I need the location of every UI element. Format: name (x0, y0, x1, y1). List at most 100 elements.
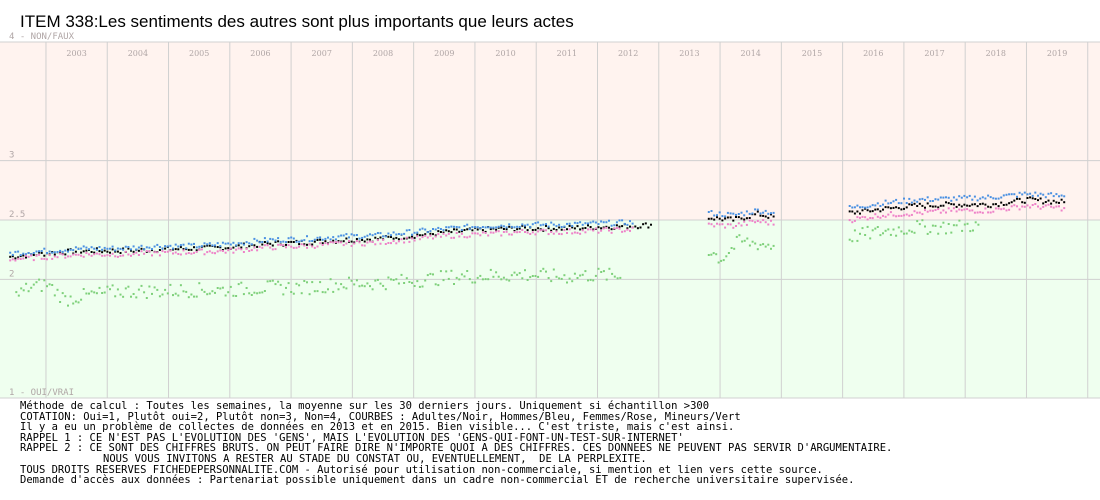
data-point (529, 233, 532, 235)
data-point (874, 227, 877, 230)
data-point (327, 243, 329, 246)
data-point (85, 249, 88, 252)
data-point (130, 254, 132, 257)
data-point (106, 285, 109, 288)
data-point (952, 203, 955, 206)
data-point (1034, 203, 1037, 205)
data-point (109, 251, 111, 254)
data-point (887, 202, 890, 205)
data-point (502, 231, 505, 233)
data-point (589, 226, 592, 228)
data-point (195, 249, 198, 252)
data-point (770, 219, 772, 222)
data-point (910, 203, 913, 206)
data-point (615, 227, 618, 229)
data-point (1000, 201, 1003, 204)
data-point (508, 233, 511, 236)
data-point (116, 247, 119, 250)
data-point (348, 276, 350, 279)
data-point (751, 240, 754, 243)
data-point (531, 223, 534, 226)
data-point (256, 245, 259, 248)
data-point (743, 220, 746, 223)
data-point (516, 273, 519, 276)
data-point (432, 237, 434, 240)
data-point (379, 236, 382, 239)
data-point (413, 231, 416, 234)
data-point (114, 255, 117, 258)
data-point (889, 207, 892, 210)
data-point (95, 292, 98, 295)
data-point (759, 243, 762, 246)
data-point (111, 252, 114, 255)
data-point (492, 275, 495, 278)
data-point (353, 283, 356, 286)
data-point (30, 286, 33, 289)
data-point (382, 235, 385, 238)
data-point (772, 244, 775, 247)
data-point (626, 227, 629, 230)
data-point (266, 240, 269, 243)
data-point (489, 231, 492, 234)
data-point (40, 250, 43, 252)
data-point (19, 254, 22, 257)
data-point (232, 246, 235, 249)
data-point (392, 240, 395, 242)
data-point (122, 248, 125, 251)
data-point (90, 246, 93, 249)
x-tick-label: 2008 (373, 49, 393, 58)
data-point (232, 294, 235, 297)
data-point (542, 228, 545, 231)
data-point (453, 228, 455, 231)
data-point (308, 243, 311, 246)
data-point (874, 204, 877, 207)
data-point (602, 270, 605, 273)
data-point (466, 223, 469, 226)
data-point (253, 246, 256, 249)
x-tick-labels: 2003 2004 2005 2006 2007 2008 2009 2010 2011 2012… (66, 49, 1067, 58)
data-point (505, 278, 508, 281)
data-point (22, 289, 25, 292)
data-point (524, 269, 526, 272)
data-point (973, 203, 976, 206)
data-point (754, 213, 757, 216)
data-point (874, 213, 877, 216)
data-point (738, 234, 741, 237)
data-point (25, 253, 27, 256)
data-point (550, 221, 553, 224)
data-point (190, 243, 193, 246)
data-point (172, 247, 174, 250)
data-point (621, 225, 624, 228)
data-point (516, 225, 519, 228)
data-point (25, 282, 28, 285)
data-point (900, 214, 903, 217)
data-point (861, 215, 864, 218)
data-point (358, 237, 361, 240)
data-point (571, 225, 574, 227)
data-point (114, 295, 117, 298)
data-point (926, 210, 929, 213)
data-point (124, 287, 127, 290)
data-point (1063, 207, 1066, 210)
data-point (505, 226, 508, 229)
data-point (581, 229, 584, 232)
data-point (53, 294, 56, 297)
data-point (707, 222, 710, 225)
data-point (216, 246, 219, 248)
data-point (1021, 205, 1024, 208)
data-point (566, 222, 568, 225)
data-point (856, 210, 859, 213)
data-point (516, 231, 519, 234)
data-point (277, 280, 280, 283)
data-point (476, 228, 479, 231)
data-point (466, 236, 469, 239)
data-point (61, 292, 64, 295)
data-point (460, 230, 463, 233)
chart-title: ITEM 338:Les sentiments des autres sont … (20, 12, 574, 31)
data-point (193, 242, 195, 245)
data-point (177, 253, 180, 255)
data-point (897, 202, 900, 205)
data-point (471, 232, 474, 235)
data-point (46, 252, 48, 254)
data-point (445, 229, 448, 232)
